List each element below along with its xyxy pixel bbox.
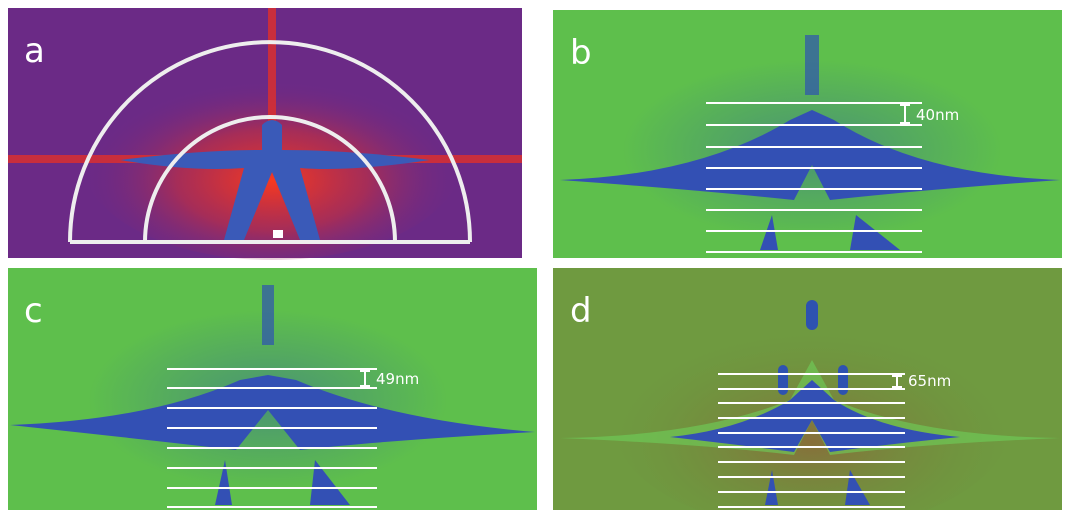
- figure: a 40nm b 49nm c: [0, 0, 1070, 510]
- panel-b: 40nm b: [553, 10, 1062, 258]
- panel-label: d: [570, 291, 592, 331]
- panel-label: a: [24, 31, 45, 71]
- scale-label: 65nm: [908, 372, 951, 390]
- panel-label: c: [24, 291, 43, 331]
- panel-a: a: [8, 8, 522, 260]
- scale-label: 49nm: [376, 370, 419, 388]
- panel-d: 65nm d: [553, 268, 1062, 510]
- panel-label: b: [570, 33, 592, 73]
- scale-label: 40nm: [916, 106, 959, 124]
- panel-c: 49nm c: [8, 268, 537, 510]
